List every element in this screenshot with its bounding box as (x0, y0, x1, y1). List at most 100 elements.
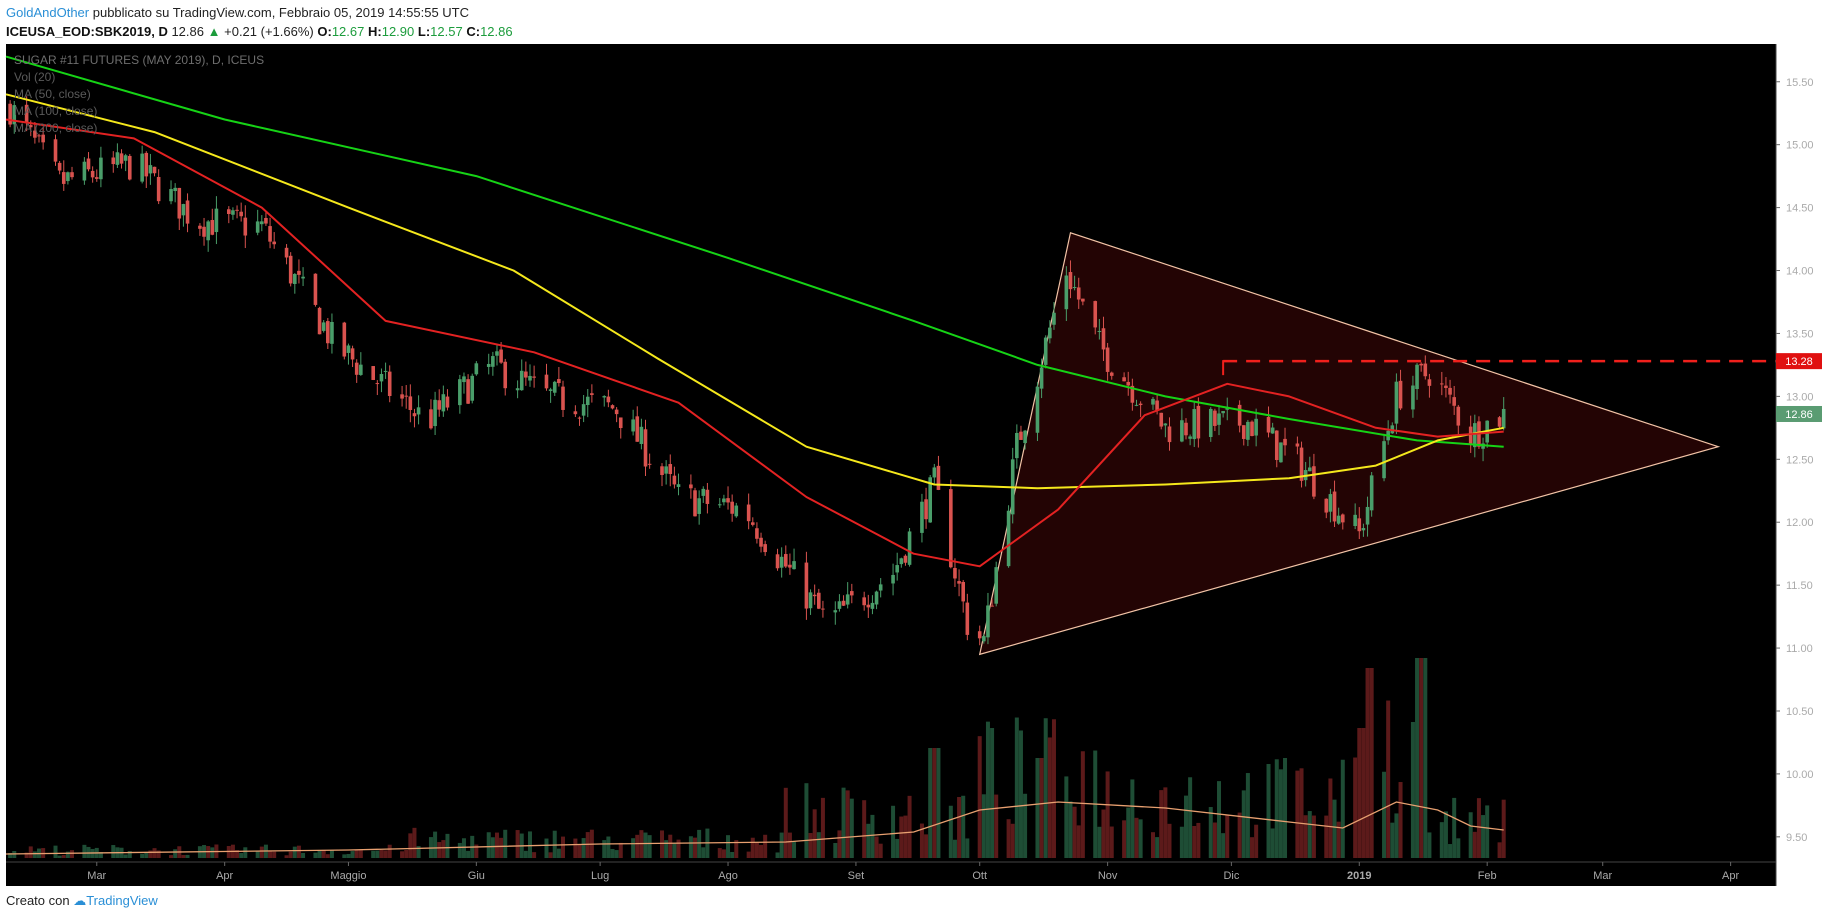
volume-bar (754, 842, 759, 858)
candle-body (982, 636, 986, 642)
volume-bar (272, 851, 277, 858)
volume-bar (1035, 758, 1040, 858)
candle-body (326, 321, 330, 344)
candle-body (41, 134, 45, 143)
candle-body (24, 104, 29, 124)
legend-vol: Vol (20) (14, 70, 55, 84)
volume-bar (1394, 813, 1399, 858)
volume-bar (1423, 658, 1428, 858)
candle-body (812, 594, 817, 597)
candle-body (1473, 423, 1477, 448)
candle-body (1427, 379, 1432, 386)
candle-body (400, 394, 404, 399)
volume-bar (544, 838, 549, 858)
candle-body (816, 592, 821, 609)
candle-body (127, 155, 132, 180)
volume-bar (235, 850, 240, 858)
candle-body (173, 187, 177, 192)
volume-bar (1212, 822, 1217, 858)
volume-bar (1324, 815, 1329, 858)
candle-body (837, 601, 842, 609)
candle-body (1340, 514, 1345, 523)
candle-body (928, 477, 932, 523)
candle-body (519, 370, 524, 391)
candle-body (602, 396, 607, 398)
candle-body (152, 166, 157, 174)
candle-body (618, 417, 623, 429)
volume-bar (812, 809, 817, 858)
change-value: +0.21 (+1.66%) (224, 24, 314, 39)
volume-bar (1155, 837, 1160, 858)
candle-body (590, 393, 594, 395)
volume-bar (990, 728, 995, 858)
author-link[interactable]: GoldAndOther (6, 5, 90, 20)
candle-body (573, 411, 578, 415)
candle-body (544, 374, 549, 389)
volume-bar (259, 846, 264, 858)
volume-bar (1365, 668, 1370, 858)
volume-bar (1188, 777, 1193, 858)
volume-bar (1332, 799, 1337, 858)
tradingview-link[interactable]: TradingView (86, 893, 158, 908)
candle-body (1444, 385, 1448, 388)
volume-bar (65, 851, 70, 858)
candle-body (705, 489, 710, 504)
last-price-tag-label: 12.86 (1785, 409, 1813, 421)
volume-bar (1225, 814, 1230, 858)
volume-bar (878, 843, 883, 858)
moving-averages (5, 55, 1504, 568)
last-price-tag (1776, 405, 1822, 422)
volume-bar (961, 795, 966, 858)
volume-bar (1159, 790, 1164, 858)
candle-body (528, 375, 532, 381)
candle-body (845, 594, 850, 605)
legend-title: SUGAR #11 FUTURES (MAY 2019), D, ICEUS (14, 53, 264, 67)
volume-bar (1476, 798, 1481, 858)
candle-body (932, 467, 937, 478)
candle-body (1109, 372, 1114, 376)
candle-body (866, 604, 871, 608)
candle-body (301, 276, 305, 279)
volume-bar (899, 816, 904, 858)
volume-bar (28, 846, 33, 858)
volume-bar (874, 836, 879, 858)
volume-bar (676, 839, 681, 858)
y-tick-label: 15.50 (1786, 77, 1814, 89)
volume-bar (1303, 815, 1308, 858)
candle-body (792, 561, 796, 570)
candle-body (297, 270, 301, 275)
candle-body (1241, 425, 1246, 439)
candle-body (850, 591, 854, 596)
price-tags: 13.28 12.86 (1776, 353, 1822, 422)
candles (8, 96, 1506, 646)
volume-bar (693, 837, 698, 858)
volume-bar (1072, 806, 1077, 858)
candle-body (1105, 347, 1110, 372)
candle-body (577, 417, 582, 419)
volume-bar (24, 852, 29, 858)
volume-bar (1051, 719, 1056, 858)
candle-body (185, 200, 190, 224)
volume-bar (1386, 700, 1391, 858)
volume-bar (643, 832, 648, 858)
open-label: O: (317, 24, 332, 39)
legend-ma50: MA (50, close) (14, 87, 91, 101)
candle-body (1035, 386, 1040, 433)
candle-body (342, 322, 347, 357)
volume-bar (292, 846, 297, 858)
close-value: 12.86 (480, 24, 513, 39)
candle-body (383, 370, 388, 372)
volume-bar (668, 834, 673, 858)
candle-body (1196, 405, 1201, 439)
candle-body (503, 361, 508, 389)
volume-bar (296, 845, 301, 858)
volume-bar (354, 849, 359, 858)
candle-body (1295, 443, 1300, 447)
candle-body (1052, 312, 1056, 325)
candle-body (1138, 403, 1143, 406)
volume-bar (1452, 797, 1457, 858)
volume-ma-line (5, 801, 1504, 855)
candle-body (1361, 528, 1366, 531)
candle-body (965, 602, 970, 635)
